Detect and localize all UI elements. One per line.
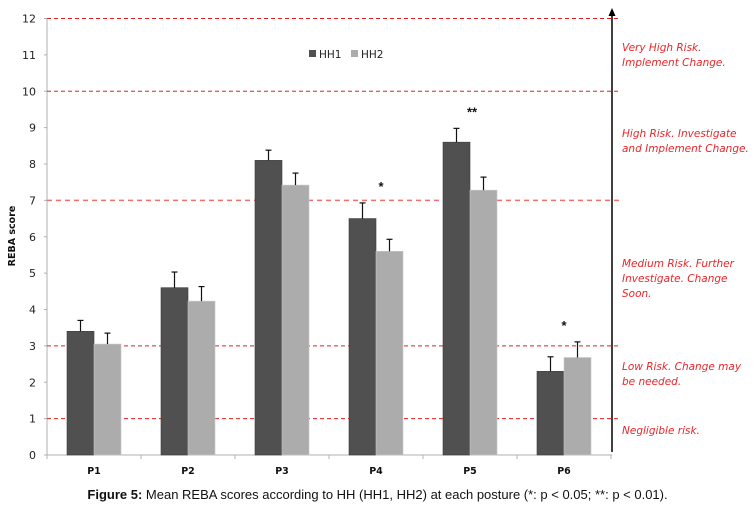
x-tick-label: P6 [557, 466, 571, 477]
bar-hh2-p1 [93, 343, 122, 456]
bar-hh2-p2 [187, 300, 216, 456]
risk-label-negligible: Negligible risk. [622, 425, 700, 437]
risk-label-low: Low Risk. Change may be needed. [622, 361, 742, 388]
x-tick-label: P1 [87, 466, 101, 477]
legend-label-hh1: HH1 [319, 49, 341, 61]
y-tick-label: 7 [29, 194, 36, 207]
risk-label-high: High Risk. Investigate and Implement Cha… [622, 128, 749, 155]
significance-marker: * [378, 179, 384, 194]
risk-label-medium: Medium Risk. Further Investigate. Change… [622, 258, 734, 300]
bar-hh1-p2 [160, 287, 189, 456]
y-tick-label: 4 [29, 304, 36, 317]
y-tick-label: 10 [22, 85, 36, 98]
y-tick-label: 8 [29, 158, 36, 171]
risk-arrow-head-icon [608, 8, 616, 16]
bar-hh1-p3 [254, 160, 283, 456]
y-tick-label: 2 [29, 376, 36, 389]
x-tick-label: P2 [181, 466, 195, 477]
figure-caption: Figure 5: Mean REBA scores according to … [0, 487, 755, 502]
bar-hh2-p6 [563, 357, 592, 456]
y-tick-label: 0 [29, 449, 36, 462]
bar-hh2-p5 [469, 189, 498, 456]
y-axis-label: REBA score [7, 206, 18, 267]
x-tick-label: P5 [463, 466, 477, 477]
y-tick-label: 5 [29, 267, 36, 280]
bar-hh1-p1 [66, 331, 95, 456]
bar-hh2-p3 [281, 184, 310, 456]
y-tick-label: 11 [22, 49, 36, 62]
y-tick-label: 9 [29, 122, 36, 135]
bar-hh1-p5 [442, 141, 471, 456]
significance-marker: ** [467, 104, 478, 119]
bar-hh1-p4 [348, 218, 377, 456]
significance-marker: * [561, 318, 567, 333]
caption-label: Figure 5: [87, 487, 143, 502]
legend-label-hh2: HH2 [361, 49, 383, 61]
y-tick-label: 6 [29, 231, 36, 244]
x-tick-label: P4 [369, 466, 383, 477]
y-tick-label: 1 [29, 413, 36, 426]
y-tick-label: 12 [22, 13, 36, 26]
bar-hh2-p4 [375, 251, 404, 456]
x-tick-label: P3 [275, 466, 289, 477]
legend-swatch-hh2 [351, 50, 358, 57]
legend-swatch-hh1 [309, 50, 316, 57]
risk-label-very-high: Very High Risk. Implement Change. [622, 42, 726, 69]
caption-text: Mean REBA scores according to HH (HH1, H… [142, 487, 668, 502]
y-tick-label: 3 [29, 340, 36, 353]
bar-hh1-p6 [536, 371, 565, 456]
